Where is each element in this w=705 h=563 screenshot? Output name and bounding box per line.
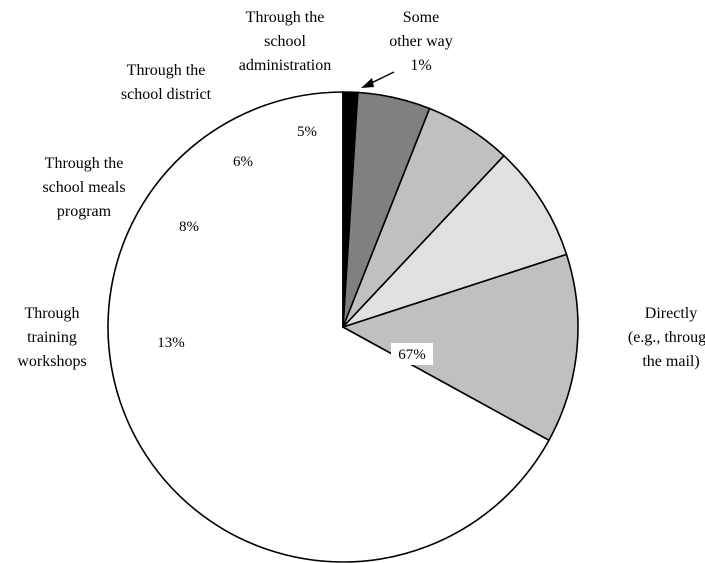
- leader-arrowhead-icon: [361, 78, 374, 88]
- slice-value-label: 5%: [290, 120, 324, 142]
- value-label-text: 8%: [179, 219, 199, 235]
- value-label-text: 67%: [398, 347, 426, 363]
- value-label-box: [172, 215, 206, 237]
- slice-value-label: 13%: [150, 331, 192, 353]
- value-label-box: [150, 331, 192, 353]
- value-label-box: [290, 120, 324, 142]
- value-label-text: 13%: [157, 335, 185, 351]
- slice-category-label: Some other way 1%: [389, 9, 453, 74]
- slice-value-label: 67%: [391, 343, 433, 365]
- pie-slice: [342, 253, 579, 442]
- slice-value-label: 6%: [226, 150, 260, 172]
- pie-slice: [107, 91, 550, 563]
- slice-category-label: Through the school district: [121, 62, 212, 103]
- value-label-box: [226, 150, 260, 172]
- slice-category-label: Through training workshops: [17, 305, 86, 370]
- value-label-box: [391, 343, 433, 365]
- pie-slice: [342, 91, 359, 328]
- pie-slice: [342, 154, 568, 328]
- slice-category-label: Through the school administration: [239, 9, 331, 74]
- slice-value-label: 8%: [172, 215, 206, 237]
- value-label-text: 5%: [297, 124, 317, 140]
- value-label-text: 6%: [233, 154, 253, 170]
- slice-category-label: Through the school meals program: [42, 155, 125, 220]
- slice-category-label: Directly(e.g., throughthe mail): [628, 305, 705, 370]
